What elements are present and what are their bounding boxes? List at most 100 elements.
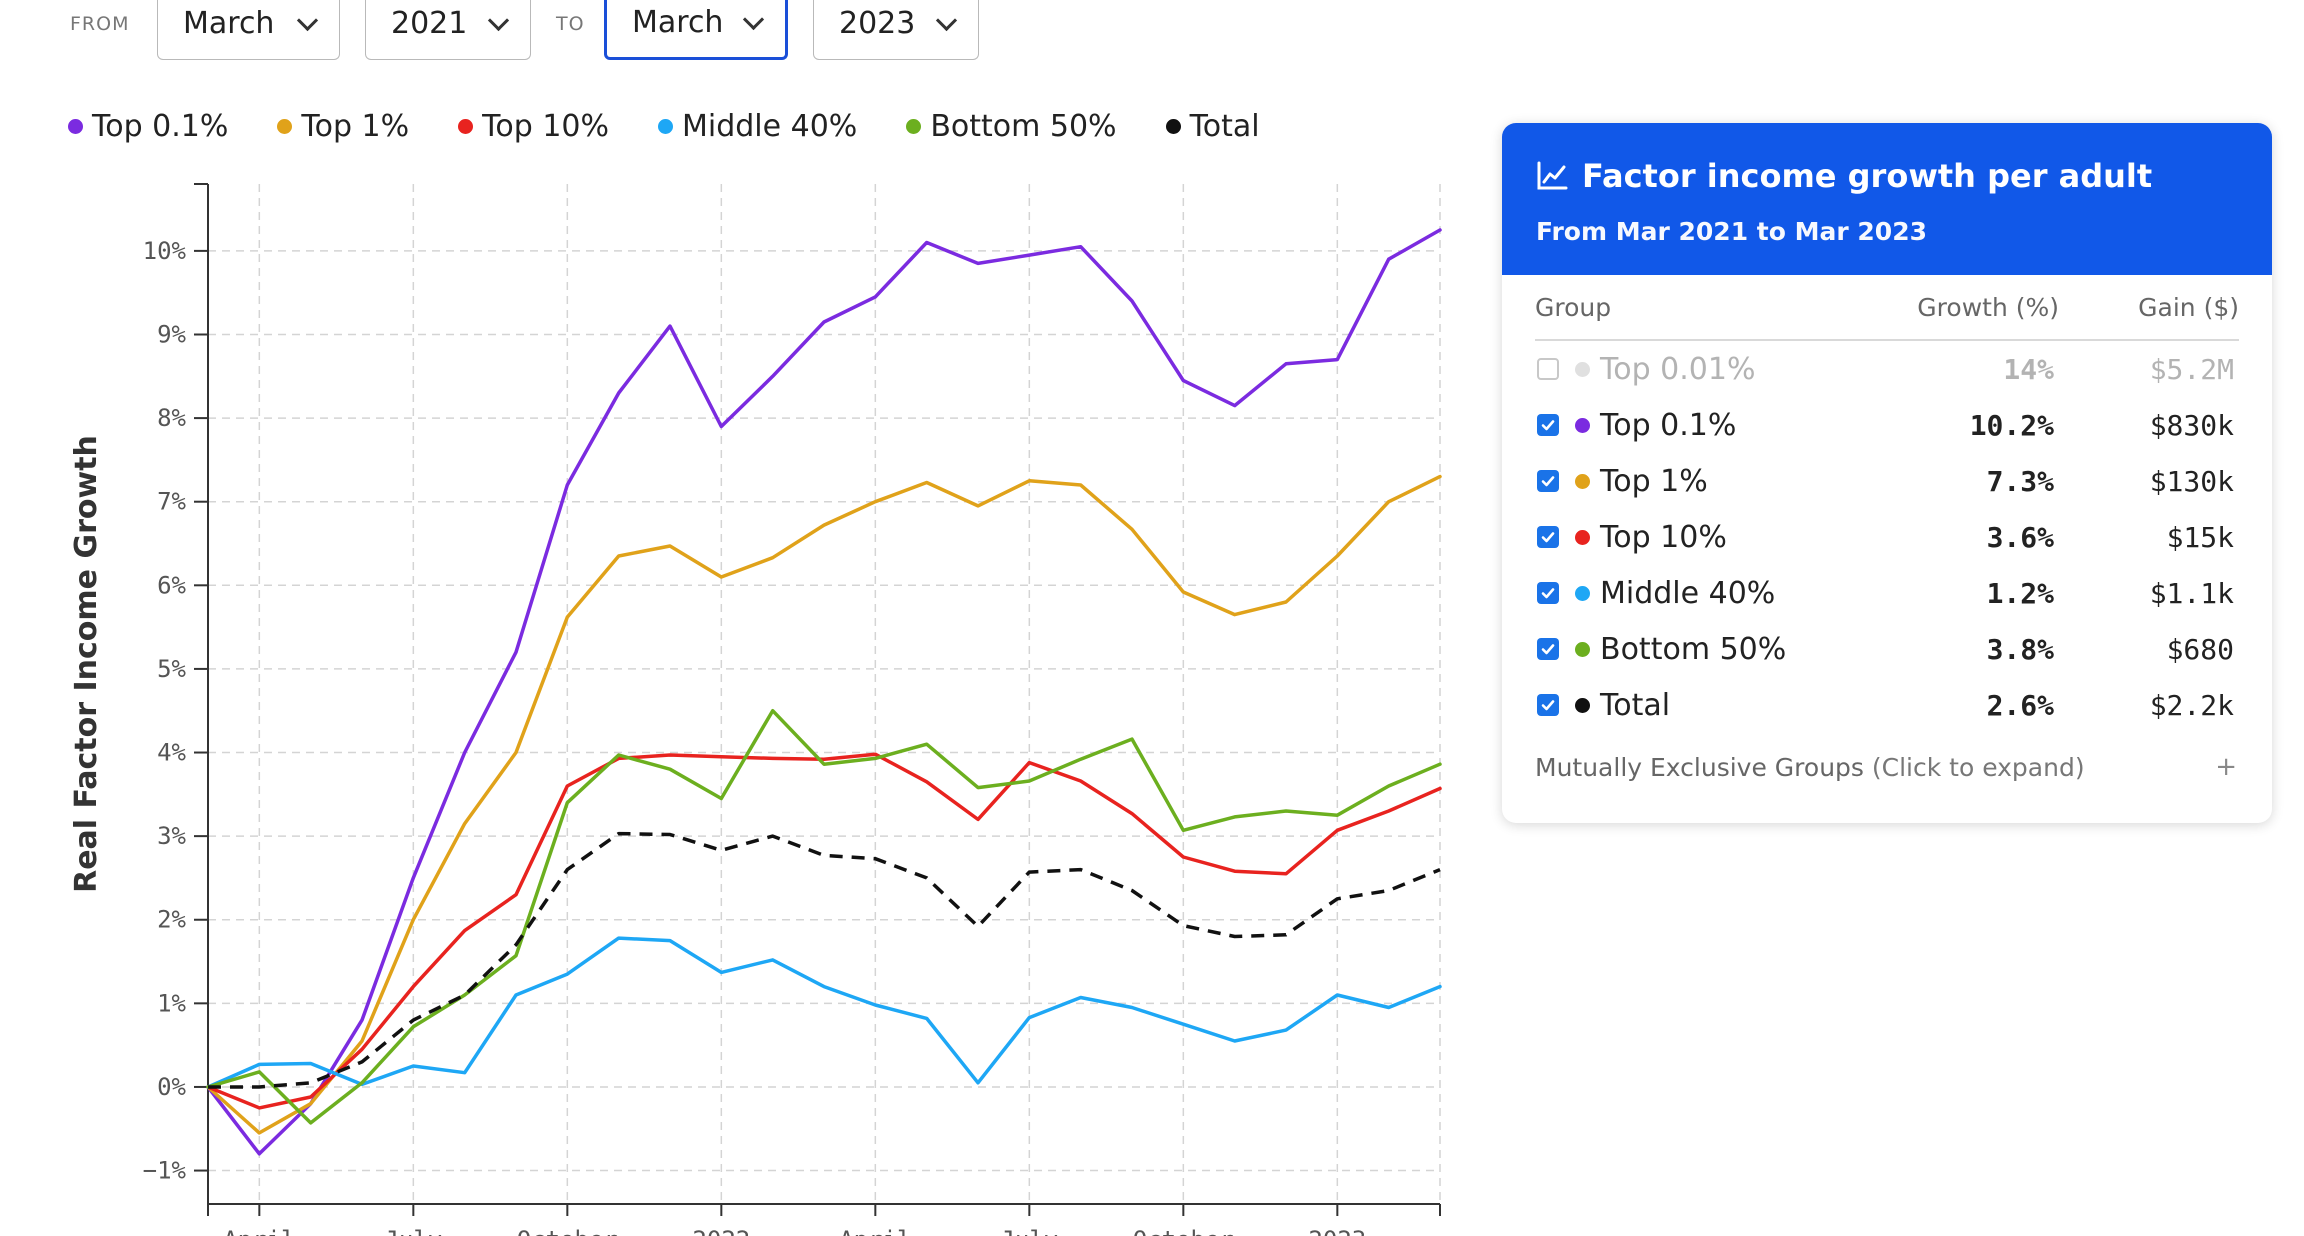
- col-header-group[interactable]: Group: [1535, 292, 1612, 322]
- grid: [208, 184, 1441, 1204]
- line-chart-icon: [1537, 161, 1568, 190]
- row-color-dot: [1575, 641, 1590, 657]
- row-group-label: Middle 40%: [1600, 575, 1776, 611]
- row-color-dot: [1575, 361, 1590, 377]
- y-tick-label: −1%: [143, 1157, 187, 1185]
- y-tick-label: 7%: [157, 488, 186, 516]
- legend-item-bottom-50[interactable]: Bottom 50%: [906, 109, 1117, 144]
- table-row[interactable]: Top 1% 7.3% $130k: [1535, 453, 2239, 509]
- table-rows: Top 0.01% 14% $5.2M Top 0.1% 10.2% $830k Top 1…: [1535, 341, 2239, 733]
- row-gain: $2.2k: [2149, 688, 2234, 722]
- growth-table: Group Growth (%) Gain ($) Top 0.01% 14% $5…: [1502, 275, 2272, 797]
- row-checkbox[interactable]: [1537, 638, 1559, 660]
- legend-dot: [68, 118, 83, 134]
- x-tick-label: October: [517, 1226, 618, 1236]
- series-line-bottom-50[interactable]: [206, 708, 1442, 1125]
- table-row[interactable]: Bottom 50% 3.8% $680: [1535, 621, 2239, 677]
- to-month-value: March: [632, 5, 724, 40]
- from-year-value: 2021: [391, 6, 468, 41]
- row-checkbox[interactable]: [1537, 358, 1559, 380]
- date-range-controls: FROM March 2021 TO March 2023: [0, 0, 1000, 62]
- to-label: TO: [556, 13, 585, 35]
- x-tick-label: 2022: [692, 1226, 750, 1236]
- row-color-dot: [1575, 585, 1590, 601]
- table-row[interactable]: Top 0.01% 14% $5.2M: [1535, 341, 2239, 397]
- x-tick-label: October: [1133, 1226, 1234, 1236]
- legend-item-total[interactable]: Total: [1165, 108, 1260, 144]
- line-chart: −1% 0% 1% 2% 3% 4% 5% 6% 7% 8% 9% 10% April July Octob…: [69, 183, 1442, 1236]
- table-row[interactable]: Total 2.6% $2.2k: [1535, 677, 2239, 733]
- row-group: Top 10%: [1535, 520, 1809, 555]
- x-tick-label: July: [1000, 1226, 1058, 1236]
- row-gain: $1.1k: [2149, 576, 2234, 610]
- legend-dot: [277, 118, 293, 134]
- legend-item-middle-40[interactable]: Middle 40%: [658, 109, 857, 144]
- y-tick-label: 1%: [157, 989, 186, 1017]
- row-color-dot: [1575, 697, 1590, 713]
- legend-label: Top 0.1%: [92, 108, 229, 144]
- table-row[interactable]: Top 0.1% 10.2% $830k: [1535, 397, 2239, 453]
- x-tick-label: 2023: [1308, 1226, 1366, 1236]
- x-tick-label: April: [839, 1226, 911, 1236]
- mutually-exclusive-groups-toggle[interactable]: Mutually Exclusive Groups (Click to expa…: [1535, 737, 2239, 797]
- row-color-dot: [1575, 417, 1590, 433]
- row-group: Middle 40%: [1535, 576, 1809, 611]
- series-lines: [206, 228, 1442, 1156]
- y-tick-label: 3%: [157, 822, 186, 850]
- to-year-select[interactable]: 2023: [813, 0, 979, 60]
- series-line-total[interactable]: [208, 831, 1441, 1089]
- to-month-select[interactable]: March: [604, 0, 788, 60]
- row-growth: 2.6%: [1986, 688, 2054, 722]
- chevron-down-icon: [487, 9, 510, 32]
- row-group-label: Top 1%: [1600, 463, 1708, 499]
- panel-title: Factor income growth per adult: [1536, 123, 2272, 195]
- series-line-top-10[interactable]: [206, 752, 1442, 1110]
- row-group: Top 1%: [1535, 464, 1809, 499]
- legend-item-top-1[interactable]: Top 1%: [277, 109, 409, 144]
- row-group-label: Bottom 50%: [1600, 631, 1787, 667]
- from-label: FROM: [70, 13, 130, 35]
- panel-header: Factor income growth per adult From Mar …: [1502, 123, 2272, 275]
- row-gain: $130k: [2149, 464, 2234, 498]
- series-line-middle-40[interactable]: [206, 936, 1442, 1089]
- series-line-top-0-1[interactable]: [206, 228, 1442, 1156]
- row-growth: 3.6%: [1986, 520, 2054, 554]
- row-checkbox[interactable]: [1537, 414, 1559, 436]
- checkmark-icon: [1541, 532, 1555, 543]
- col-header-growth[interactable]: Growth (%): [1917, 292, 2059, 322]
- table-row[interactable]: Top 10% 3.6% $15k: [1535, 509, 2239, 565]
- y-tick-label: 10%: [143, 237, 187, 265]
- legend-dot: [1165, 118, 1181, 134]
- panel-subtitle: From Mar 2021 to Mar 2023: [1536, 217, 1927, 246]
- row-group-label: Top 0.01%: [1600, 351, 1756, 387]
- legend-dot: [658, 118, 673, 134]
- checkmark-icon: [1541, 644, 1555, 655]
- row-group-label: Top 10%: [1600, 519, 1727, 555]
- checkmark-icon: [1541, 476, 1555, 487]
- legend-item-top-0-1[interactable]: Top 0.1%: [68, 109, 228, 144]
- series-line-top-1[interactable]: [206, 474, 1442, 1135]
- axes: −1% 0% 1% 2% 3% 4% 5% 6% 7% 8% 9% 10% April July Octob…: [143, 183, 1441, 1236]
- row-group: Bottom 50%: [1535, 632, 1809, 667]
- table-row[interactable]: Middle 40% 1.2% $1.1k: [1535, 565, 2239, 621]
- row-checkbox[interactable]: [1537, 582, 1559, 604]
- legend-item-top-10[interactable]: Top 10%: [458, 109, 609, 144]
- row-growth: 3.8%: [1986, 632, 2054, 666]
- row-color-dot: [1575, 529, 1590, 545]
- to-year-value: 2023: [839, 6, 916, 41]
- y-tick-label: 4%: [157, 739, 186, 767]
- row-checkbox[interactable]: [1537, 470, 1559, 492]
- row-checkbox[interactable]: [1537, 526, 1559, 548]
- legend-label: Total: [1189, 108, 1260, 144]
- y-tick-label: 9%: [157, 320, 186, 348]
- chevron-down-icon: [296, 9, 319, 32]
- expand-plus-icon[interactable]: +: [2215, 752, 2237, 782]
- row-checkbox[interactable]: [1537, 694, 1559, 716]
- chevron-down-icon: [935, 9, 958, 32]
- from-month-select[interactable]: March: [157, 0, 340, 60]
- col-header-gain[interactable]: Gain ($): [2138, 292, 2239, 322]
- from-year-select[interactable]: 2021: [365, 0, 531, 60]
- row-gain: $15k: [2166, 520, 2234, 554]
- row-group-label: Total: [1600, 687, 1671, 723]
- checkmark-icon: [1541, 588, 1555, 599]
